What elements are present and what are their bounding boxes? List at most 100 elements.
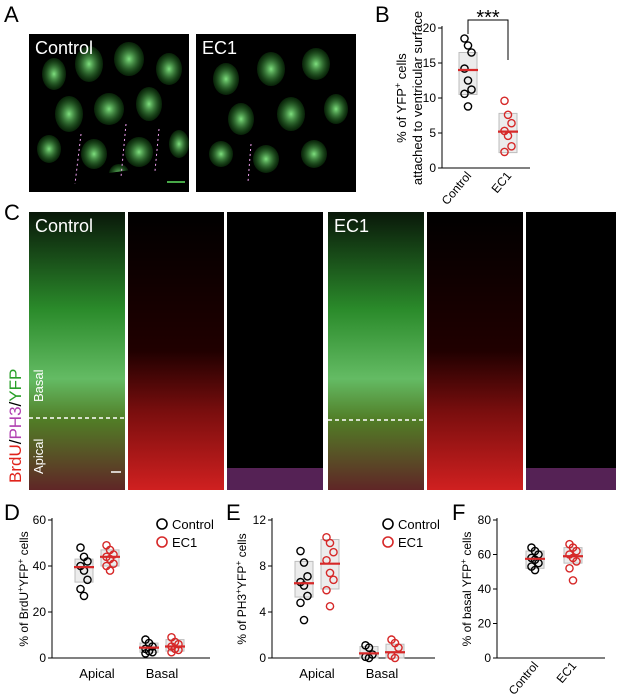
y-tick-label: 0 [259,651,266,665]
y-tick-label: 60 [33,513,47,527]
chart-e-control-apical-point [299,581,309,590]
micrograph-c-ec1-brdu-texture [427,212,523,490]
x-tick-label: Control [506,659,542,698]
chart-e-ec1-apical-point [325,568,335,578]
y-tick-label: 60 [478,548,492,562]
panel-letter-e: E [226,500,241,525]
chart-b-control-point [467,85,476,94]
chart-b-control-point [460,64,469,73]
chart-d-control-apical-point [79,591,89,601]
micrograph-c-ec1-brdu [427,212,523,490]
panel-letter-b: B [375,2,390,27]
chart-b-control-point [467,48,476,57]
chart-d-control-apical-point [83,575,92,585]
y-tick-label: 0 [429,161,436,175]
chart-b-control-point [460,34,469,43]
micrograph-c-control-merge: Control [29,212,125,490]
chart-e-ec1-apical-point [325,601,335,611]
chart-f-control-point [530,565,540,575]
chart-b-control-point [463,76,473,85]
micrograph-c-control-merge-texture [29,212,125,490]
significance-label: *** [476,7,500,29]
chart-e-control-apical-point [303,572,312,581]
chart-e-ec1-apical-point [325,538,335,548]
y-axis-label: % of YFP+ cells [393,53,409,143]
significance-bracket [467,19,509,60]
legend-label: Control [398,517,440,532]
legend-marker [382,518,394,530]
chart-f: 0 20 40 60 80 % of basal YFP+ cells Control EC1 [458,513,605,698]
chart-d-control-apical-point [83,557,92,566]
y-axis-label-line2: attached to ventricular surface [410,11,425,185]
y-tick-label: 20 [33,605,47,619]
micrograph-c-control-brdu-texture [128,212,224,490]
chart-f-ec1-point [565,564,574,573]
legend-marker [382,536,394,548]
micrograph-c-ec1-ph3-texture [526,212,616,490]
legend-label: Control [172,517,214,532]
micrograph-c-control-label: Control [35,216,94,236]
panel-letter-f: F [452,500,466,525]
micrograph-c-control-brdu [128,212,224,490]
region-labels: Basal Apical [31,369,46,474]
micrograph-a-ec1-label: EC1 [202,38,238,58]
x-tick-label: Apical [79,666,115,681]
x-tick-label: EC1 [554,659,580,686]
y-tick-label: 8 [259,559,266,573]
micrograph-c-control-ph3-texture [227,212,323,490]
y-tick-label: 0 [39,651,46,665]
legend-marker [156,518,168,530]
chart-b-ec1-point [500,96,509,106]
chart-e-control-apical-point [296,598,305,608]
x-tick-label: Basal [366,666,399,681]
y-axis-label: % of PH3+YFP+ cells [233,533,249,644]
y-axis-label: % of basal YFP+ cells [458,532,474,647]
y-tick-label: 15 [423,56,437,70]
legend-marker [156,536,168,548]
chart-e-control-basal-point [364,643,374,652]
y-axis-label: % of BrdU+YFP+ cells [15,531,31,646]
chart-b-control-point [463,102,473,111]
chart-d-control-apical-point [76,584,85,594]
chart-e-ec1-basal-point [390,653,400,663]
y-tick-label: 0 [484,651,491,665]
chart-d-ec1-basal-point [167,647,176,657]
apical-label: Apical [31,438,46,474]
y-tick-label: 80 [478,513,492,527]
chart-b-control-point [463,41,473,50]
chart-f-ec1-point [572,546,581,556]
stain-label-ph3: PH3 [6,406,25,439]
x-tick-label: EC1 [489,169,515,196]
chart-d-ec1-apical-point [105,566,115,575]
chart-b-ec1-point [500,147,509,157]
y-tick-label: 10 [423,91,437,105]
stain-label: BrdU/PH3/YFP [6,369,25,483]
chart-e-ec1-apical-point [329,575,338,585]
x-tick-label: Apical [299,666,335,681]
micrograph-c-control-ph3 [227,212,323,490]
x-tick-label: Basal [146,666,179,681]
y-tick-label: 12 [253,513,267,527]
micrograph-a-control-label: Control [35,38,94,58]
chart-f-ec1-point [568,576,578,585]
y-tick-label: 20 [423,21,437,35]
micrograph-a-control: Control [29,34,189,192]
stain-label-brdu: BrdU [6,444,25,483]
stain-label-yfp: YFP [6,369,25,402]
chart-b-ec1-point [507,141,516,151]
chart-e-control-apical-point [299,615,309,625]
chart-e-control-apical-point [303,591,312,601]
y-tick-label: 4 [259,605,266,619]
chart-e-ec1-apical-point [322,585,331,595]
legend-label: EC1 [398,535,423,550]
micrograph-a-ec1: EC1 [196,34,356,192]
chart-e-ec1-apical-point [329,547,338,557]
panel-letter-a: A [4,2,19,27]
basal-label: Basal [31,369,46,402]
legend-label: EC1 [172,535,197,550]
panel-letter-c: C [4,200,20,225]
chart-d: 0 20 40 60% of BrdU+YFP+ cells Apical Basal Co… [15,513,214,681]
chart-e-control-apical-point [299,558,309,567]
x-tick-label: Control [439,169,475,205]
svg-text:BrdU/PH3/YFP: BrdU/PH3/YFP [6,369,25,483]
